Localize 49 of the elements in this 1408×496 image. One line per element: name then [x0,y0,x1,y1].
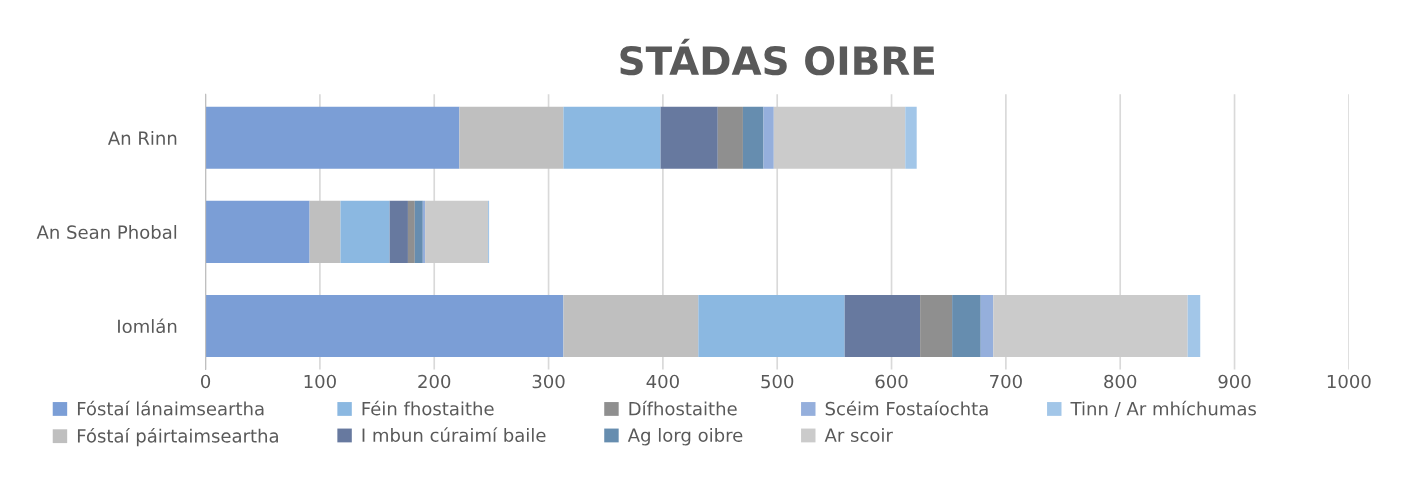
legend-label: Dífhostaithe [629,400,737,416]
x-tick-label: 300 [532,374,565,389]
bar [763,106,774,169]
x-tick-label: 800 [1104,374,1137,389]
bar [773,106,906,169]
bar [205,294,564,358]
x-tick-label: 1000 [1327,374,1371,389]
x-tick-label: 700 [990,374,1022,389]
x-tick-label: 400 [646,374,679,389]
bar [205,200,310,263]
legend-label: Fóstaí lánaimseartha [77,400,264,416]
legend-label: Ag lorg oibre [627,428,743,446]
bar [563,106,661,169]
bar [742,106,764,169]
legend-label: Féin fhostaithe [362,400,494,416]
bar [698,294,845,358]
x-tick-label: 0 [201,374,211,389]
x-tick-label: 900 [1218,374,1251,389]
bar [905,106,917,169]
x-tick-label: 200 [418,374,451,389]
bar [425,200,488,263]
legend-label: Ar scoir [824,428,893,442]
bar [407,200,415,263]
bar [389,200,408,263]
bar [993,294,1188,358]
x-tick-label: 600 [875,374,908,389]
bar [980,294,994,358]
bar [920,294,953,358]
bar [340,200,390,263]
legend-label: Tinn / Ar mhíchumas [1070,400,1257,417]
x-tick-label: 500 [761,374,794,389]
bar [1187,294,1201,358]
y-tick-label: Iomlán [118,318,177,334]
bar [414,200,423,263]
legend-label: Scéim Fostaíochta [825,400,988,416]
bar [309,200,341,263]
y-tick-label: An Sean Phobal [36,225,177,239]
bar [205,106,460,169]
y-tick-label: An Rinn [107,130,177,145]
bar [459,106,564,169]
bar [660,106,718,169]
x-tick-label: 100 [304,374,336,389]
legend-label: Fóstaí páirtaimseartha [77,428,278,447]
bar [717,106,743,169]
bar [844,294,921,358]
legend-label: I mbun cúraimí baile [362,427,546,442]
bar [563,294,699,358]
chart-title: STÁDAS OIBRE [620,38,934,76]
bar [952,294,981,358]
